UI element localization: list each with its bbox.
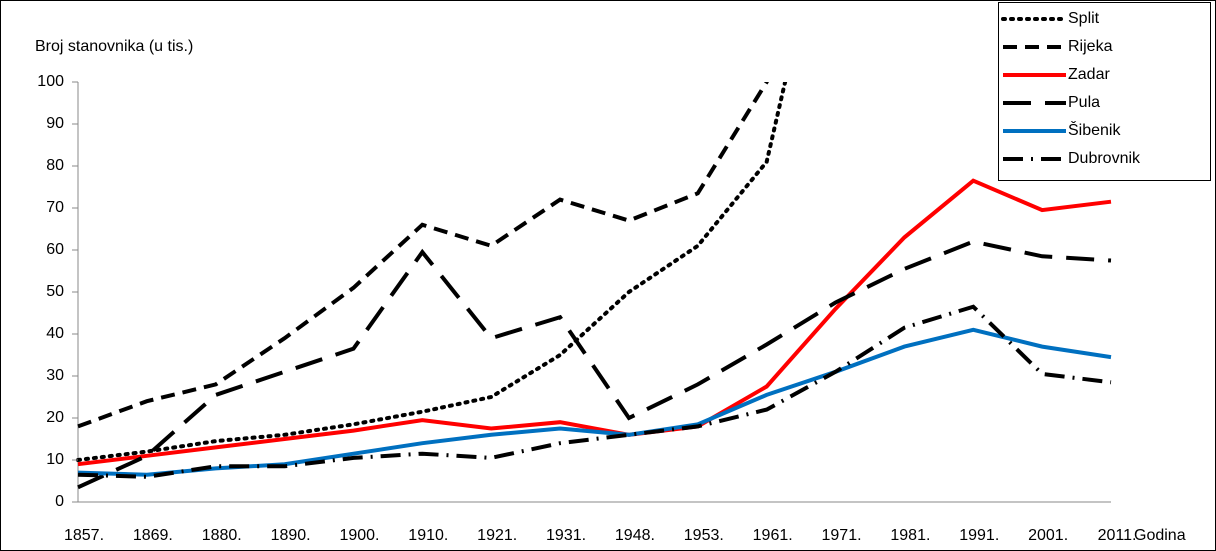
series-line — [77, 239, 1112, 490]
y-tick-label: 40 — [46, 325, 64, 342]
x-tick-label: 1921. — [477, 527, 517, 544]
x-tick-label: 1910. — [408, 527, 448, 544]
x-tick-label: 1971. — [822, 527, 862, 544]
legend-label: Pula — [1068, 94, 1100, 111]
y-tick-label: 60 — [46, 241, 64, 258]
y-tick-label: 0 — [55, 493, 64, 510]
series-line — [77, 82, 769, 429]
x-tick-label: 2001. — [1028, 527, 1068, 544]
y-tick-label: 10 — [46, 451, 64, 468]
x-tick-label: 1991. — [959, 527, 999, 544]
y-tick-label: 100 — [37, 73, 64, 90]
x-tick-label: 1981. — [890, 527, 930, 544]
legend-label: Split — [1068, 10, 1100, 27]
y-tick-label: 90 — [46, 115, 64, 132]
y-tick-label: 50 — [46, 283, 64, 300]
x-tick-label: 1857. — [64, 527, 104, 544]
series-line — [77, 327, 1112, 477]
y-axis-title: Broj stanovnika (u tis.) — [35, 38, 193, 55]
legend-label: Dubrovnik — [1068, 150, 1141, 167]
series-line — [77, 178, 1112, 467]
legend-box — [998, 2, 1211, 181]
legend-label: Zadar — [1068, 66, 1110, 83]
x-tick-label: 1931. — [546, 527, 586, 544]
x-tick-label: 1953. — [684, 527, 724, 544]
legend-label: Rijeka — [1068, 38, 1113, 55]
legend-label: Šibenik — [1068, 120, 1121, 139]
y-tick-label: 30 — [46, 367, 64, 384]
plot-lines — [76, 82, 1112, 490]
series-line — [77, 304, 1112, 479]
x-tick-label: 1948. — [615, 527, 655, 544]
x-tick-label: 1890. — [271, 527, 311, 544]
y-tick-label: 70 — [46, 199, 64, 216]
series-line — [76, 82, 788, 462]
x-tick-label: 1880. — [202, 527, 242, 544]
y-tick-label: 20 — [46, 409, 64, 426]
x-axis-title: Godina — [1134, 527, 1186, 544]
x-tick-label: 2011. — [1098, 527, 1137, 544]
y-tick-label: 80 — [46, 157, 64, 174]
x-tick-label: 1961. — [753, 527, 793, 544]
x-tick-label: 1869. — [133, 527, 173, 544]
x-tick-label: 1900. — [339, 527, 379, 544]
